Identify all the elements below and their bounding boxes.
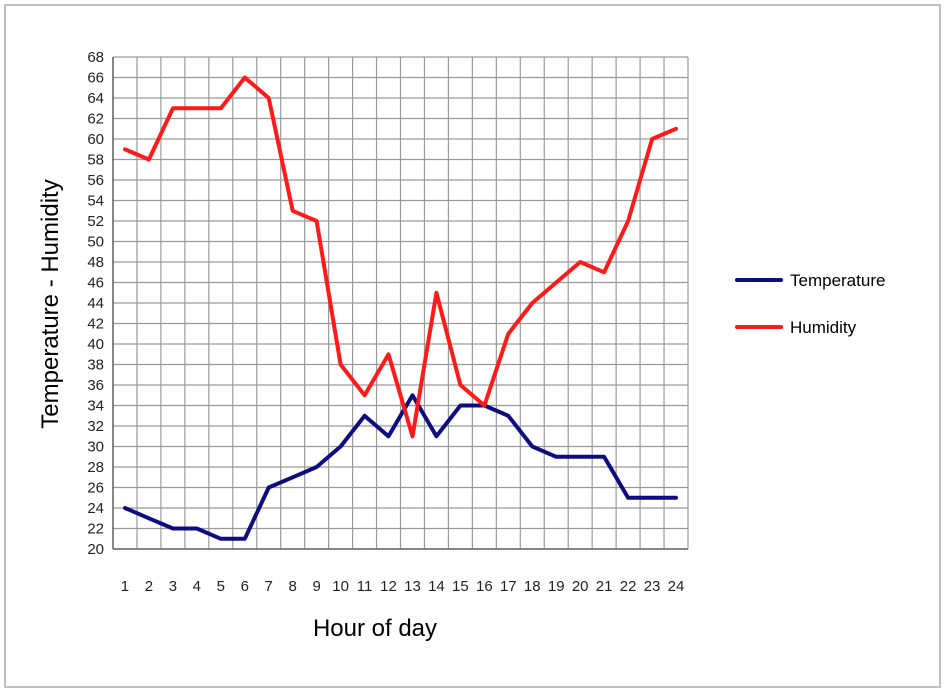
x-tick-label: 24 — [668, 578, 685, 595]
y-tick-label: 20 — [87, 541, 104, 558]
x-tick-label: 10 — [332, 578, 349, 595]
x-tick-label: 7 — [265, 578, 273, 595]
x-tick-label: 11 — [357, 578, 373, 595]
x-tick-label: 21 — [596, 578, 613, 595]
x-tick-label: 5 — [217, 578, 225, 595]
y-tick-label: 52 — [87, 213, 104, 230]
series-line-humidity — [123, 75, 678, 439]
x-tick-label: 19 — [548, 578, 565, 595]
x-tick-label: 22 — [620, 578, 637, 595]
y-tick-label: 60 — [87, 131, 104, 148]
legend-label-temperature: Temperature — [790, 271, 885, 290]
y-tick-label: 40 — [87, 336, 104, 353]
y-tick-label: 30 — [87, 439, 104, 456]
legend-label-humidity: Humidity — [790, 318, 857, 337]
y-tick-label: 58 — [87, 152, 104, 169]
y-tick-label: 62 — [87, 111, 104, 128]
x-tick-label: 12 — [380, 578, 397, 595]
x-tick-label: 14 — [428, 578, 445, 595]
grid — [112, 56, 689, 550]
x-tick-label: 2 — [145, 578, 153, 595]
axes — [112, 57, 688, 550]
y-tick-label: 56 — [87, 172, 104, 189]
x-tick-label: 15 — [452, 578, 469, 595]
y-tick-label: 28 — [87, 459, 104, 476]
x-tick-label: 4 — [193, 578, 201, 595]
y-tick-label: 42 — [87, 316, 104, 333]
y-tick-label: 54 — [87, 193, 104, 210]
y-tick-label: 66 — [87, 70, 104, 87]
y-tick-label: 48 — [87, 254, 104, 271]
x-tick-label: 17 — [500, 578, 517, 595]
x-tick-label: 23 — [644, 578, 661, 595]
y-tick-labels: 20 22 24 26 28 30 32 34 36 38 40 42 44 46 48 50 52 54 56 58… — [87, 49, 104, 558]
y-tick-label: 68 — [87, 49, 104, 66]
legend-item-humidity: Humidity — [735, 318, 857, 337]
legend: Temperature Humidity — [735, 271, 885, 337]
y-tick-label: 26 — [87, 480, 104, 497]
x-tick-labels: 1 2 3 4 5 6 7 8 9 10 11 12 13 14 15 16 17 18 19 20 21 22 23 24 — [121, 578, 685, 595]
y-tick-label: 34 — [87, 398, 104, 415]
legend-item-temperature: Temperature — [735, 271, 885, 290]
x-tick-label: 18 — [524, 578, 541, 595]
x-tick-label: 6 — [241, 578, 249, 595]
y-tick-label: 38 — [87, 357, 104, 374]
x-tick-label: 1 — [121, 578, 129, 595]
y-tick-label: 44 — [87, 295, 104, 312]
x-tick-label: 9 — [312, 578, 320, 595]
y-axis-title: Temperature - Humidity — [37, 179, 64, 428]
x-tick-label: 13 — [404, 578, 421, 595]
y-tick-label: 32 — [87, 418, 104, 435]
y-tick-label: 36 — [87, 377, 104, 394]
series-lines — [123, 75, 678, 541]
y-tick-label: 24 — [87, 500, 104, 517]
y-tick-label: 64 — [87, 90, 104, 107]
x-tick-label: 20 — [572, 578, 589, 595]
y-tick-label: 46 — [87, 275, 104, 292]
x-tick-label: 8 — [289, 578, 297, 595]
x-tick-label: 3 — [169, 578, 177, 595]
y-tick-label: 22 — [87, 521, 104, 538]
x-axis-title: Hour of day — [313, 615, 437, 642]
y-tick-label: 50 — [87, 234, 104, 251]
x-tick-label: 16 — [476, 578, 493, 595]
series-line-temperature — [123, 393, 678, 541]
